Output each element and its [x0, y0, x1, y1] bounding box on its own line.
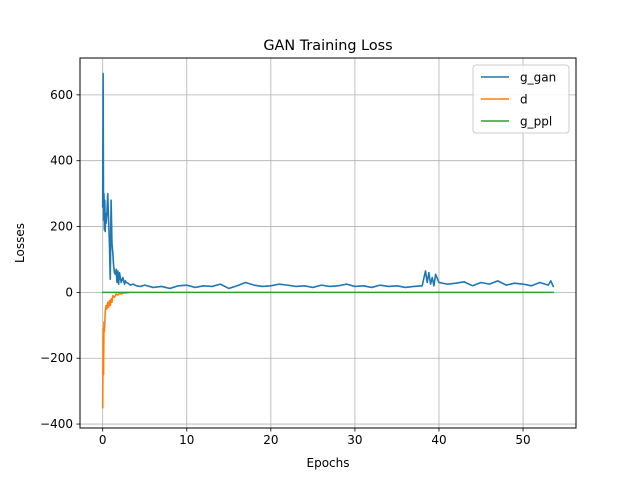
legend-label: g_ppl [520, 115, 552, 129]
x-tick-label: 40 [431, 433, 446, 447]
y-tick-label: 0 [65, 285, 73, 299]
legend-box [472, 64, 570, 134]
x-tick-label: 10 [179, 433, 194, 447]
series-line-g-gan [101, 72, 555, 290]
legend-label: d [520, 93, 528, 107]
series-line-d [101, 291, 129, 409]
y-tick-label: 600 [50, 88, 73, 102]
x-tick-label: 0 [99, 433, 107, 447]
series-layer [101, 72, 555, 409]
ticks: 0 10 20 30 40 50 −400 −200 0 200 400 600 [40, 88, 531, 447]
x-tick-label: 50 [515, 433, 530, 447]
y-tick-label: −200 [40, 351, 73, 365]
legend-label: g_gan [520, 71, 556, 85]
x-tick-label: 20 [263, 433, 278, 447]
x-axis-label: Epochs [307, 456, 350, 470]
chart-title: GAN Training Loss [263, 38, 392, 54]
y-axis-label: Losses [13, 223, 27, 263]
y-tick-label: −400 [40, 417, 73, 431]
y-tick-label: 400 [50, 154, 73, 168]
plot-frame [79, 57, 577, 429]
x-tick-label: 30 [347, 433, 362, 447]
y-tick-label: 200 [50, 220, 73, 234]
